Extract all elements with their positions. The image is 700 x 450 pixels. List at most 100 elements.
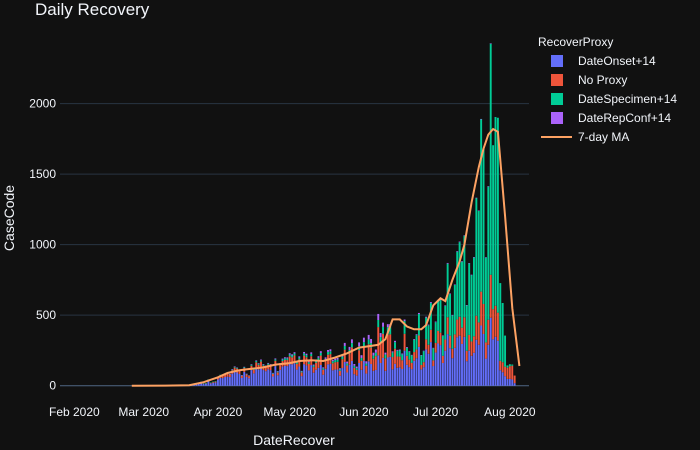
bar-segment: [432, 347, 435, 349]
bar-segment: [456, 337, 459, 386]
legend[interactable]: RecoverProxy DateOnset+14 No Proxy DateSpe…: [538, 35, 677, 144]
bar-segment: [348, 353, 351, 365]
bar-segment: [279, 369, 282, 386]
bar-segment: [382, 333, 384, 358]
bar-segment: [492, 309, 495, 340]
bar-segment: [295, 369, 298, 386]
bar-segment: [214, 382, 217, 386]
bar-segment: [291, 357, 294, 365]
bar-segment: [286, 366, 289, 386]
bar-segment: [255, 367, 258, 386]
bar-segment: [465, 350, 468, 362]
bar-segment: [434, 321, 437, 323]
bar-segment: [451, 314, 454, 316]
bar-segment: [441, 335, 444, 336]
bar-segment: [343, 342, 346, 346]
bar-segment: [377, 327, 380, 356]
bar-segment: [202, 383, 205, 384]
bar-segment: [252, 373, 255, 386]
bar-segment: [470, 274, 473, 276]
bar-segment: [231, 373, 234, 386]
legend-item-label[interactable]: No Proxy: [578, 73, 627, 87]
bar-segment: [341, 356, 344, 360]
bar-segment: [382, 357, 384, 386]
legend-item-label[interactable]: 7-day MA: [578, 130, 629, 144]
bar-segment: [449, 293, 451, 294]
bar-segment: [434, 322, 437, 343]
bar-segment: [216, 377, 219, 380]
bar-segment: [209, 383, 212, 386]
bar-segment: [221, 378, 224, 386]
bar-segment: [403, 319, 406, 322]
legend-item-label[interactable]: DateRepConf+14: [578, 111, 671, 125]
bar-segment: [504, 376, 507, 386]
bar-segment: [410, 369, 413, 386]
bar-segment: [327, 351, 329, 355]
bar-segment: [461, 327, 463, 344]
bar-segment: [355, 369, 358, 376]
bar-segment: [394, 348, 396, 364]
legend-title: RecoverProxy: [538, 35, 613, 49]
bar-segment: [272, 373, 274, 374]
bar-segment: [293, 355, 296, 364]
bars-layer: [142, 43, 516, 387]
bar-segment: [439, 332, 442, 346]
bar-segment: [496, 340, 499, 386]
legend-item-label[interactable]: DateSpecimen+14: [578, 92, 677, 106]
bar-segment: [322, 374, 325, 386]
bar-segment: [319, 352, 322, 356]
bar-segment: [274, 360, 277, 367]
bar-segment: [468, 350, 471, 386]
bar-segment: [238, 373, 241, 386]
bar-segment: [420, 369, 423, 386]
bar-segment: [298, 356, 301, 358]
bar-segment: [260, 360, 262, 362]
bar-segment: [487, 186, 490, 187]
bar-segment: [429, 329, 432, 343]
bar-segment: [355, 366, 358, 369]
bar-segment: [473, 257, 475, 337]
legend-item-label[interactable]: DateOnset+14: [578, 54, 656, 68]
bar-segment: [276, 371, 279, 372]
bar-segment: [293, 352, 296, 354]
bar-segment: [245, 376, 248, 386]
bar-segment: [212, 382, 215, 386]
bar-segment: [463, 235, 466, 236]
bar-segment: [425, 339, 428, 350]
y-axis-ticks: 0 500 1000 1500 2000: [29, 97, 56, 393]
bar-segment: [331, 361, 334, 364]
bar-segment: [310, 365, 313, 386]
bar-segment: [252, 369, 255, 374]
bar-segment: [484, 257, 487, 258]
bar-segment: [276, 372, 279, 376]
bar-segment: [291, 364, 294, 386]
bar-segment: [489, 43, 492, 44]
bar-segment: [417, 312, 420, 314]
bar-segment: [248, 375, 250, 376]
y-tick-label: 1000: [29, 238, 56, 252]
bar-segment: [269, 365, 272, 371]
bar-segment: [427, 324, 430, 326]
bar-segment: [329, 351, 332, 355]
bar-segment: [453, 334, 456, 348]
bar-segment: [379, 342, 382, 364]
bar-segment: [451, 358, 454, 386]
bar-segment: [492, 339, 495, 386]
bar-segment: [288, 353, 291, 355]
x-axis-title: DateRecover: [253, 432, 335, 448]
bar-segment: [473, 257, 475, 258]
bar-segment: [334, 369, 337, 386]
bar-segment: [432, 360, 435, 367]
bar-segment: [413, 339, 416, 340]
bar-segment: [339, 369, 341, 371]
bar-segment: [353, 363, 356, 366]
bar-segment: [269, 370, 272, 386]
bar-segment: [353, 374, 356, 386]
bar-segment: [374, 369, 377, 386]
bar-segment: [406, 364, 408, 386]
bar-segment: [298, 359, 301, 367]
bar-segment: [475, 197, 478, 199]
bar-segment: [358, 362, 361, 386]
bar-segment: [420, 355, 423, 365]
